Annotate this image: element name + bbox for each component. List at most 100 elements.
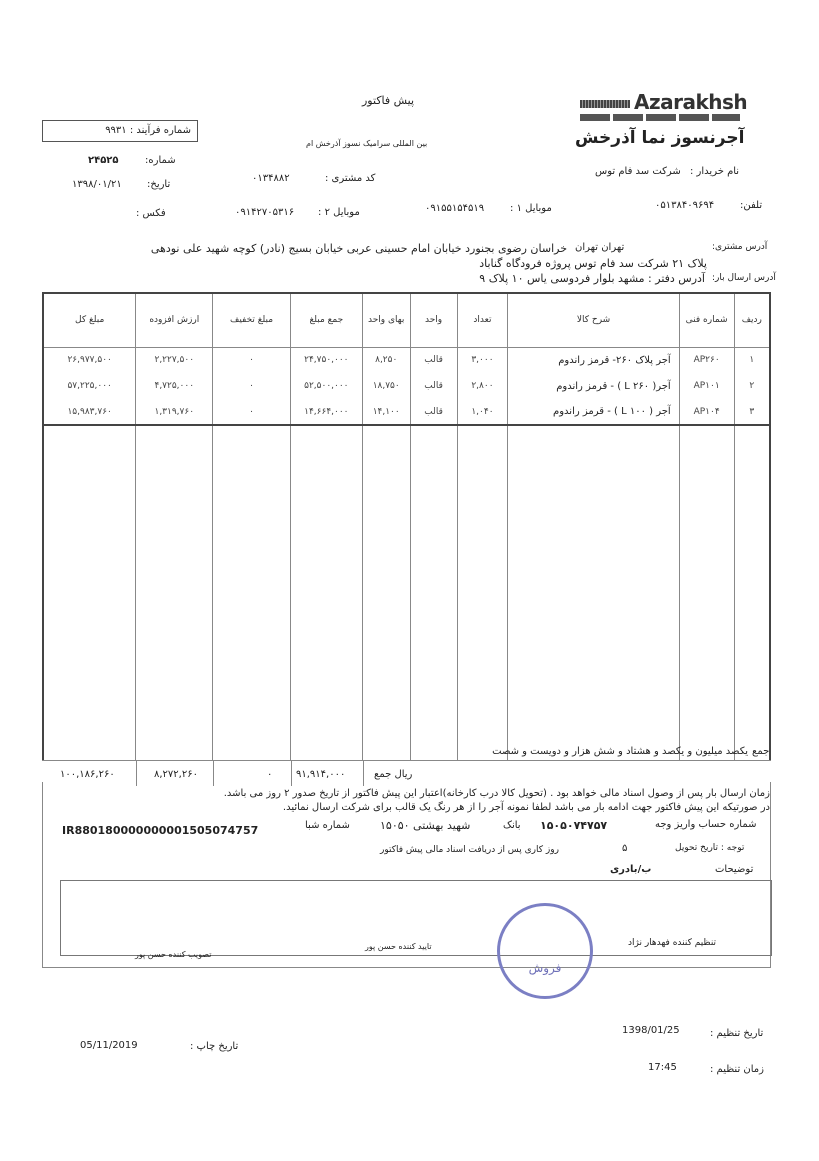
- cell: ۱۴,۱۰۰: [361, 399, 411, 425]
- col-header: واحد: [409, 293, 458, 348]
- table-row: ۳ AP۱۰۴ آجر ( L ۱۰۰ ) - قرمز راندوم ۱,۰۴۰ قا…: [42, 399, 771, 425]
- print-date: 05/11/2019: [80, 1040, 138, 1051]
- col-header: شرح کالا: [507, 293, 680, 348]
- total-in-words: یکصد میلیون و یکصد و هشتاد و شش هزار و د…: [492, 746, 748, 757]
- col-header: مبلغ کل: [42, 293, 137, 348]
- issue-time-label: زمان تنظیم :: [710, 1064, 764, 1075]
- company-stamp: فروش: [497, 903, 593, 999]
- cell: ۱: [733, 347, 771, 373]
- notes-value: ب/بادری: [610, 864, 652, 875]
- print-date-label: تاریخ چاپ :: [190, 1041, 239, 1052]
- col-header: مبلغ تخفیف: [212, 293, 291, 348]
- items-table: ردیف شماره فنی شرح کالا تعداد واحد بهای واحد ج…: [42, 292, 771, 785]
- bank-label: بانک: [503, 820, 521, 831]
- cell: ۵۲,۵۰۰,۰۰۰: [289, 373, 363, 399]
- cell: ۳,۰۰۰: [456, 347, 509, 373]
- fax-label: فکس :: [136, 208, 166, 219]
- issue-date: 1398/01/25: [622, 1025, 680, 1036]
- mobile2-label: موبایل ۲ :: [318, 207, 360, 218]
- mobile1-label: موبایل ۱ :: [510, 203, 552, 214]
- logo-stripe: [580, 114, 740, 121]
- date-value: ۱۳۹۸/۰۱/۲۱: [72, 179, 122, 190]
- col-header: ردیف: [733, 293, 771, 348]
- cell: ۵۷,۲۲۵,۰۰۰: [42, 373, 137, 399]
- issue-time: 17:45: [648, 1062, 677, 1073]
- col-header: تعداد: [456, 293, 509, 348]
- cell: قالب: [409, 373, 458, 399]
- terms-line2: در صورتیکه این پیش فاکتور جهت ادامه بار …: [282, 802, 770, 813]
- customer-code: ۰۱۳۴۸۸۲: [252, 173, 290, 184]
- mobile1-value: ۰۹۱۵۵۱۵۴۵۱۹: [425, 203, 485, 214]
- cell: ۰: [212, 347, 291, 373]
- grand-total: ۱۰۰,۱۸۶,۲۶۰: [60, 769, 115, 780]
- cell: ۳: [733, 399, 771, 425]
- col-header: ارزش افزوده: [135, 293, 214, 348]
- cell: آجر( L ۲۶۰ ) - قرمز راندوم: [507, 373, 680, 399]
- delivery-label: توجه : تاریخ تحویل: [675, 843, 745, 853]
- cell: قالب: [409, 399, 458, 425]
- col-header: جمع مبلغ: [289, 293, 363, 348]
- customer-code-label: کد مشتری :: [325, 173, 376, 184]
- address-value: خراسان رضوی بجنورد خیابان امام حسینی عرب…: [150, 242, 567, 255]
- brand-name: آجرنسوز نما آذرخش: [575, 128, 745, 148]
- table-row: ۱ AP۲۶۰ آجر پلاک ۲۶۰- قرمز راندوم ۳,۰۰۰ قالب…: [42, 347, 771, 373]
- notes-box: [60, 880, 772, 956]
- cell: ۲۴,۷۵۰,۰۰۰: [289, 347, 363, 373]
- brand-logo: Azarakhsh: [580, 90, 748, 114]
- cell: قالب: [409, 347, 458, 373]
- account-number: ۱۵۰۵۰۷۴۷۵۷: [540, 819, 608, 832]
- number-label: شماره:: [145, 155, 176, 166]
- footer-frame: [42, 782, 771, 968]
- cell: آجر ( L ۱۰۰ ) - قرمز راندوم: [507, 399, 680, 425]
- buyer-label: نام خریدار :: [690, 166, 740, 177]
- ship-address-label: آدرس ارسال بار:: [712, 273, 776, 283]
- table-row: ۲ AP۱۰۱ آجر( L ۲۶۰ ) - قرمز راندوم ۲,۸۰۰ قال…: [42, 373, 771, 399]
- cell: ۴,۷۲۵,۰۰۰: [135, 373, 214, 399]
- table-header: ردیف شماره فنی شرح کالا تعداد واحد بهای واحد ج…: [42, 293, 771, 348]
- account-label: شماره حساب واریز وجه: [655, 819, 757, 830]
- col-header: شماره فنی: [678, 293, 735, 348]
- cell: ۸,۲۵۰: [361, 347, 411, 373]
- number-value: ۲۴۵۲۵: [88, 155, 119, 166]
- phone-value: ۰۵۱۳۸۴۰۹۶۹۴: [655, 200, 715, 211]
- delivery-days: ۵: [622, 843, 628, 854]
- doc-subtitle: بین المللی سرامیک نسوز آذرخش ام: [306, 139, 428, 148]
- cell: ۰: [212, 373, 291, 399]
- cell: آجر پلاک ۲۶۰- قرمز راندوم: [507, 347, 680, 373]
- cell: ۲۶,۹۷۷,۵۰۰: [42, 347, 137, 373]
- address-line2: پلاک ۲۱ شرکت سد فام توس پروژه فرودگاه گن…: [479, 257, 707, 270]
- sheba-label: شماره شبا: [305, 820, 350, 831]
- notes-label: توضیحات: [715, 864, 754, 875]
- date-label: تاریخ:: [147, 179, 171, 190]
- cell: ۱,۳۱۹,۷۶۰: [135, 399, 214, 425]
- address-city: تهران تهران: [575, 242, 625, 253]
- discount-total: ۰: [267, 769, 273, 780]
- confirmed-by: تایید کننده حسن پور: [365, 942, 432, 951]
- buyer-value: شرکت سد فام توس: [595, 166, 681, 177]
- approved-by: تصویب کننده حسن پور: [135, 950, 212, 959]
- cell: ۲,۸۰۰: [456, 373, 509, 399]
- cell: ۱۴,۶۶۴,۰۰۰: [289, 399, 363, 425]
- ship-address: آدرس دفتر : مشهد بلوار فردوسی یاس ۱۰ پلا…: [479, 272, 705, 285]
- cell: AP۱۰۱: [678, 373, 735, 399]
- phone-label: تلفن:: [740, 200, 763, 211]
- issue-date-label: تاریخ تنظیم :: [710, 1028, 764, 1039]
- terms-line1: زمان ارسال بار پس از وصول اسناد مالی خوا…: [223, 788, 770, 799]
- cell: ۲: [733, 373, 771, 399]
- delivery-text: روز کاری پس از دریافت اسناد مالی پیش فاک…: [380, 845, 559, 855]
- vat-total: ۸,۲۷۲,۲۶۰: [154, 769, 198, 780]
- sum-total: ۹۱,۹۱۴,۰۰۰: [296, 769, 346, 780]
- cell: ۱,۰۴۰: [456, 399, 509, 425]
- prepared-by: تنظیم کننده فهدهار نژاد: [628, 938, 717, 948]
- cell: ۱۵,۹۸۳,۷۶۰: [42, 399, 137, 425]
- cell: ۰: [212, 399, 291, 425]
- bank-name: شهید بهشتی ۱۵۰۵۰: [380, 819, 471, 832]
- process-number-box: شماره فرآیند : ۹۹۳۱: [42, 120, 198, 142]
- cell: ۲,۲۲۷,۵۰۰: [135, 347, 214, 373]
- sheba-number: IR880180000000001505074757: [62, 824, 259, 837]
- cell: AP۲۶۰: [678, 347, 735, 373]
- col-header: بهای واحد: [361, 293, 411, 348]
- mobile2-value: ۰۹۱۴۲۷۰۵۳۱۶: [235, 207, 295, 218]
- cell: AP۱۰۴: [678, 399, 735, 425]
- sum-label: ریال جمع: [374, 769, 413, 780]
